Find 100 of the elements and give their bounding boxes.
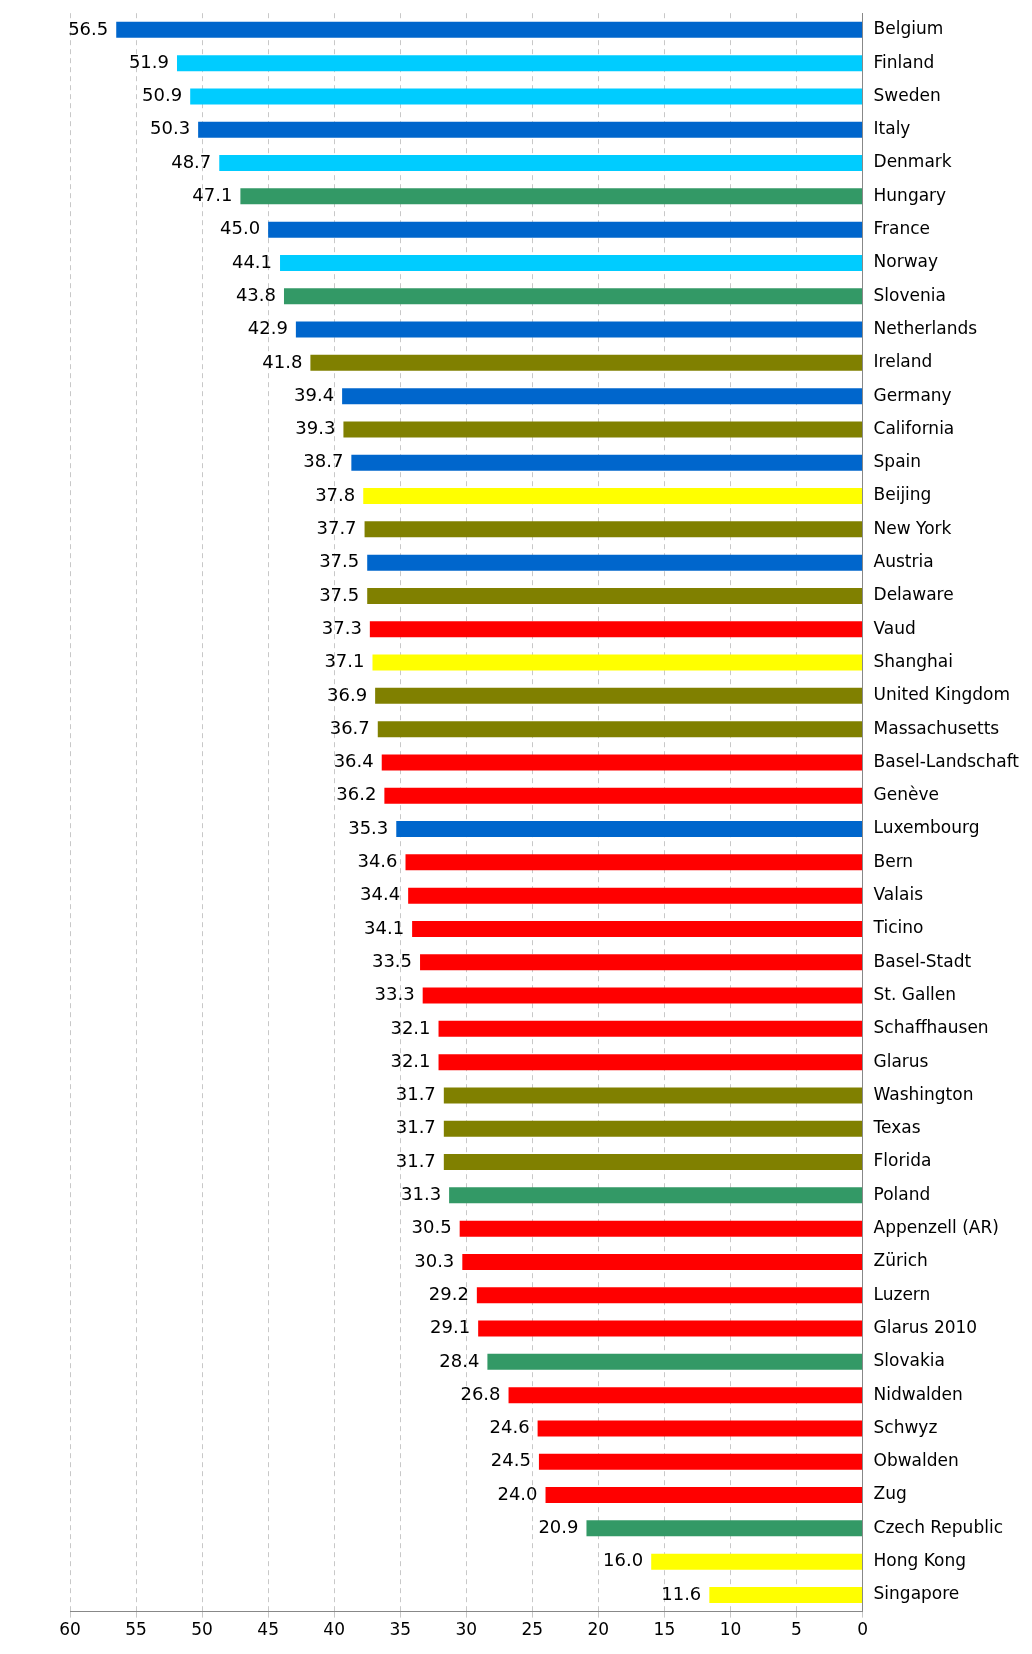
data-label: 36.7 [329,716,370,738]
data-label: 37.5 [319,550,360,572]
y-tick-label: Basel-Landschaft [873,750,1020,771]
bar [381,754,863,771]
bar [363,488,863,505]
data-label: 11.6 [661,1582,702,1604]
x-tick-label: 5 [791,1619,802,1640]
y-tick-label: Glarus [873,1050,929,1071]
y-tick-label: Schaffhausen [873,1017,989,1038]
bar [372,654,863,671]
y-tick-label: Singapore [873,1583,960,1604]
data-label: 36.2 [336,783,377,805]
bar [310,354,863,371]
y-tick-label: Nidwalden [873,1383,963,1404]
data-label: 30.5 [411,1216,452,1238]
x-tick-label: 60 [59,1619,81,1640]
y-tick-label: Florida [873,1150,932,1171]
x-tick-label: 30 [455,1619,478,1640]
x-tick-label: 20 [587,1619,610,1640]
data-label: 37.1 [324,650,365,672]
bar [438,1054,863,1071]
y-tick-label: Beijing [873,484,932,505]
data-label: 47.1 [192,184,233,206]
y-tick-label: Genève [873,784,939,805]
bar [443,1120,863,1137]
y-tick-label: California [873,417,955,438]
y-tick-label: Ticino [872,917,924,938]
x-tick-label: 35 [389,1619,412,1640]
y-tick-label: Italy [873,118,911,139]
bar [443,1154,863,1171]
x-tick-label: 50 [191,1619,213,1640]
data-label: 43.8 [235,283,276,305]
data-label: 31.7 [395,1083,436,1105]
y-tick-label: France [873,218,931,239]
y-tick-label: Bern [873,850,914,871]
y-tick-label: Slovenia [873,284,946,305]
data-label: 42.9 [247,317,288,339]
y-tick-label: Appenzell (AR) [873,1217,999,1238]
bar [459,1220,863,1237]
data-label: 34.4 [360,883,401,905]
y-tick-label: Spain [873,451,922,472]
y-tick-label: Basel-Stadt [873,950,972,971]
data-label: 39.3 [295,417,336,439]
x-tick-label: 0 [857,1619,868,1640]
y-tick-label: Schwyz [873,1416,938,1437]
bar [438,1020,863,1037]
data-label: 34.6 [357,850,398,872]
bar [116,21,863,38]
bar [405,854,863,871]
x-tick-label: 40 [323,1619,345,1640]
data-label: 48.7 [171,150,212,172]
y-tick-label: United Kingdom [873,684,1010,705]
bar [280,254,863,271]
y-tick-label: Austria [873,551,934,572]
y-tick-label: Shanghai [873,650,954,671]
bar [422,987,863,1004]
bar [364,521,863,538]
y-tick-label: Germany [873,384,952,405]
data-label: 37.3 [321,616,362,638]
data-label: 51.9 [128,50,169,72]
data-label: 50.3 [150,117,191,139]
data-label: 24.6 [489,1416,530,1438]
y-tick-label: Norway [873,251,939,272]
y-tick-label: Valais [873,884,924,905]
bar [369,621,863,638]
y-tick-label: Luxembourg [873,817,980,838]
y-tick-label: Washington [873,1083,974,1104]
y-tick-label: New York [873,517,952,538]
bar [190,88,863,105]
bar [709,1586,863,1603]
y-tick-label: Netherlands [873,317,978,338]
y-tick-label: Obwalden [873,1450,959,1471]
data-label: 38.7 [303,450,344,472]
y-tick-label: Belgium [873,18,944,39]
bar [537,1420,863,1437]
bar [443,1087,863,1104]
bar [351,454,863,471]
x-tick-label: 15 [653,1619,676,1640]
bar [367,554,863,571]
bar [343,421,863,438]
data-label: 32.1 [390,1049,431,1071]
y-tick-label: Massachusetts [873,717,1000,738]
data-label: 31.7 [395,1149,436,1171]
data-label: 16.0 [603,1549,644,1571]
y-tick-label: Delaware [873,584,954,605]
data-label: 56.5 [68,17,109,39]
y-tick-label: Vaud [873,617,916,638]
bar [538,1453,863,1470]
bar [462,1253,863,1270]
data-label: 33.5 [371,949,413,971]
y-tick-label: Texas [872,1117,921,1138]
y-tick-label: Hong Kong [873,1550,966,1571]
bar [176,55,863,72]
x-tick-label: 10 [719,1619,742,1640]
bar [487,1353,863,1370]
bar [375,687,863,704]
data-label: 29.1 [430,1316,471,1338]
bar [449,1187,863,1204]
data-label: 34.1 [364,916,405,938]
bar [586,1520,863,1537]
